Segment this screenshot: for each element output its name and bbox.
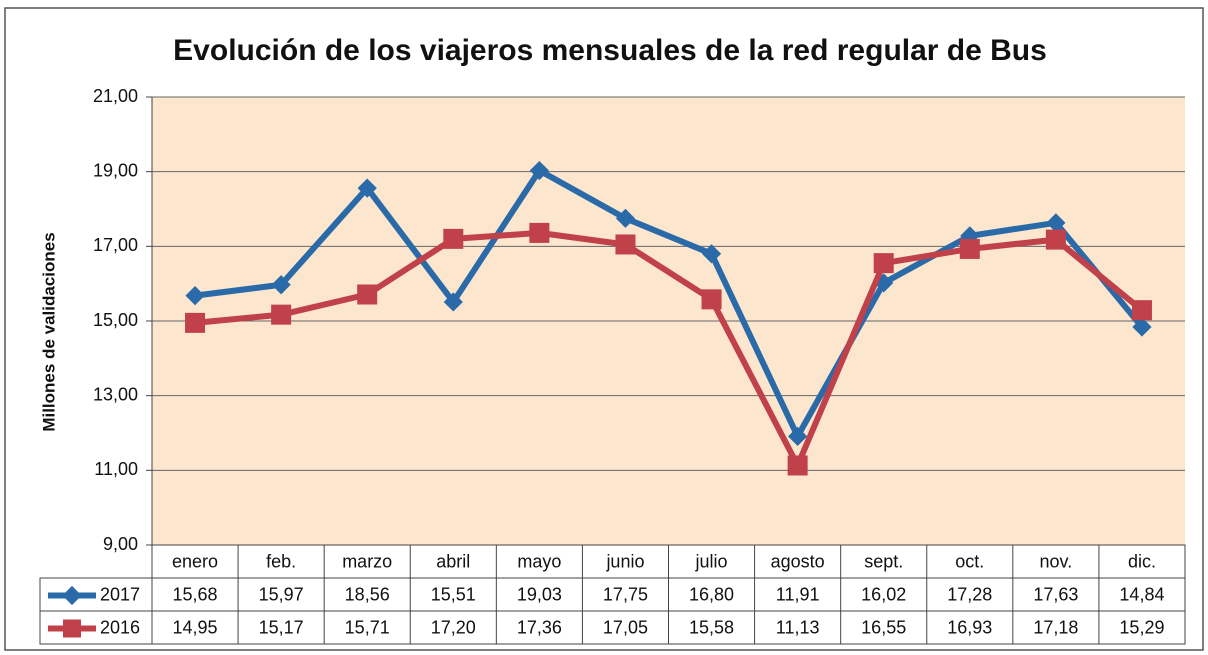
marker	[615, 234, 636, 255]
marker	[63, 619, 81, 638]
table-value: 17,36	[517, 617, 562, 637]
marker	[873, 253, 894, 274]
table-value: 11,13	[776, 617, 820, 637]
legend-label: 2017	[100, 584, 140, 604]
marker	[1045, 229, 1066, 250]
marker	[271, 304, 292, 325]
marker	[357, 284, 378, 305]
y-tick-label: 9,00	[103, 534, 138, 554]
series-line	[194, 167, 1145, 440]
x-tick-label: dic.	[1128, 551, 1156, 571]
x-tick-label: mayo	[517, 551, 561, 571]
table-value: 15,17	[259, 617, 304, 637]
marker	[701, 244, 722, 264]
marker	[1132, 317, 1152, 337]
table-value: 18,56	[345, 584, 390, 604]
table-value: 17,63	[1033, 584, 1078, 604]
table-value: 15,58	[689, 617, 734, 637]
y-tick-label: 19,00	[93, 160, 138, 180]
table-value: 16,80	[689, 584, 734, 604]
table-value: 19,03	[517, 584, 562, 604]
chart-title: Evolución de los viajeros mensuales de l…	[173, 34, 1047, 67]
series-line	[194, 229, 1144, 469]
x-tick-label: sept.	[864, 551, 903, 571]
x-tick-label: nov.	[1040, 551, 1073, 571]
table-value: 15,68	[173, 584, 218, 604]
table-value: 15,51	[431, 584, 476, 604]
legend-label: 2016	[100, 617, 140, 637]
marker	[787, 455, 808, 476]
marker	[788, 426, 808, 446]
x-tick-label: marzo	[342, 551, 392, 571]
marker	[271, 275, 291, 295]
marker	[1131, 300, 1152, 321]
marker	[1046, 213, 1066, 233]
table-value: 17,05	[603, 617, 648, 637]
y-tick-label: 11,00	[94, 459, 138, 479]
marker	[615, 208, 636, 228]
table-value: 15,29	[1119, 617, 1164, 637]
x-tick-label: junio	[605, 551, 644, 571]
marker	[529, 222, 550, 243]
x-tick-label: abril	[436, 551, 470, 571]
marker	[185, 286, 205, 306]
x-tick-label: feb.	[266, 551, 296, 571]
table-value: 11,91	[776, 584, 820, 604]
x-tick-label: enero	[172, 551, 218, 571]
marker	[185, 312, 206, 333]
table-value: 16,55	[861, 617, 906, 637]
marker	[357, 178, 377, 198]
marker	[701, 289, 722, 310]
x-tick-label: julio	[695, 551, 728, 571]
marker	[959, 238, 980, 259]
y-tick-label: 17,00	[93, 235, 138, 255]
x-tick-label: agosto	[771, 551, 825, 571]
marker	[529, 160, 549, 181]
y-axis-label: Millones de validaciones	[39, 232, 58, 431]
table-value: 15,71	[345, 617, 390, 637]
table-value: 14,95	[173, 617, 218, 637]
table-value: 16,93	[947, 617, 992, 637]
marker	[62, 585, 82, 606]
table-value: 17,28	[947, 584, 992, 604]
table-value: 17,20	[431, 617, 476, 637]
marker	[443, 228, 464, 249]
table-value: 14,84	[1119, 584, 1164, 604]
x-tick-label: oct.	[955, 551, 984, 571]
table-value: 15,97	[259, 584, 304, 604]
table-value: 17,75	[603, 584, 648, 604]
y-tick-label: 15,00	[93, 310, 138, 330]
y-tick-label: 13,00	[93, 384, 138, 404]
table-value: 16,02	[861, 584, 906, 604]
table-value: 17,18	[1033, 617, 1078, 637]
y-tick-label: 21,00	[93, 86, 138, 106]
marker	[443, 292, 463, 312]
marker	[874, 273, 894, 293]
